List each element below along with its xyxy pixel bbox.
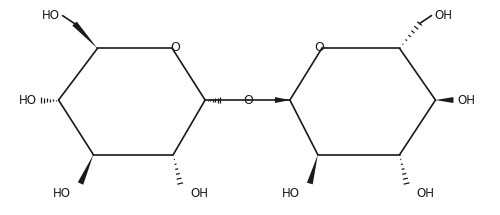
Text: OH: OH — [434, 9, 452, 22]
Text: O: O — [314, 41, 324, 54]
Polygon shape — [72, 22, 98, 48]
Text: O: O — [243, 94, 253, 107]
Polygon shape — [307, 155, 318, 184]
Text: O: O — [170, 41, 180, 54]
Text: HO: HO — [18, 94, 36, 107]
Text: OH: OH — [416, 187, 434, 200]
Polygon shape — [275, 97, 290, 103]
Text: OH: OH — [190, 187, 208, 200]
Text: HO: HO — [282, 187, 300, 200]
Text: HO: HO — [52, 187, 70, 200]
Polygon shape — [436, 97, 454, 103]
Polygon shape — [78, 155, 94, 185]
Text: HO: HO — [42, 9, 60, 22]
Text: OH: OH — [458, 94, 475, 107]
